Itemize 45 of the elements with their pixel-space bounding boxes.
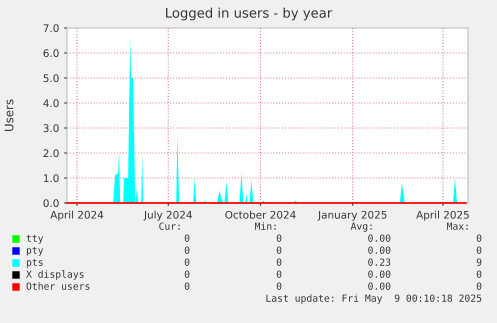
text: Avg: <box>350 222 372 232</box>
text: 0 <box>276 258 282 266</box>
y-tick-label: 5.0 <box>44 74 59 82</box>
x-tick-label: October 2024 <box>225 210 296 219</box>
text: 0 <box>276 270 282 278</box>
text: 0 <box>184 258 190 266</box>
text: 0 <box>276 282 282 290</box>
x-tick-label: April 2024 <box>50 210 104 221</box>
text: 0.00 <box>368 270 390 278</box>
x-tick-label: January 2025 <box>318 210 386 221</box>
chart-title: Logged in users - by year <box>166 8 332 20</box>
text: 0.00 <box>368 246 390 254</box>
x-tick-label: April 2025 <box>416 210 469 221</box>
y-tick-label: 1.0 <box>44 174 59 182</box>
text: 0 <box>184 282 190 290</box>
text: 0.00 <box>368 234 390 242</box>
text: 0 <box>476 282 482 290</box>
y-tick-label: 0.0 <box>43 199 59 208</box>
y-tick-label: 3.0 <box>44 124 59 132</box>
text: 0 <box>276 234 282 242</box>
text: 0 <box>476 270 482 278</box>
x-tick-label: July 2024 <box>143 210 192 221</box>
text: 0.00 <box>368 282 390 290</box>
y-tick-label: 2.0 <box>44 149 59 158</box>
text: 0 <box>476 246 482 254</box>
text: Max: <box>446 222 468 230</box>
text: 0 <box>184 270 190 278</box>
y-tick-label: 7.0 <box>44 24 59 32</box>
text: 0 <box>276 246 282 254</box>
text: 0.23 <box>368 258 390 266</box>
y-tick-label: 6.0 <box>44 49 59 58</box>
y-tick-label: 4.0 <box>43 99 59 108</box>
legend-label: pty <box>26 246 44 256</box>
text: 0 <box>184 234 190 242</box>
text: Cur: <box>159 222 180 230</box>
legend-label: pts <box>26 258 43 268</box>
legend-label: Other users <box>26 282 90 290</box>
text: 0 <box>476 234 482 242</box>
legend-label: tty <box>26 234 44 244</box>
legend-label: X displays <box>26 270 84 280</box>
text: 0 <box>184 246 190 254</box>
text: Last update: Fri May 9 00:10:18 2025 <box>266 294 482 304</box>
y-axis-title: Users <box>4 100 14 132</box>
text: Min: <box>254 222 276 230</box>
text: 9 <box>476 258 482 266</box>
